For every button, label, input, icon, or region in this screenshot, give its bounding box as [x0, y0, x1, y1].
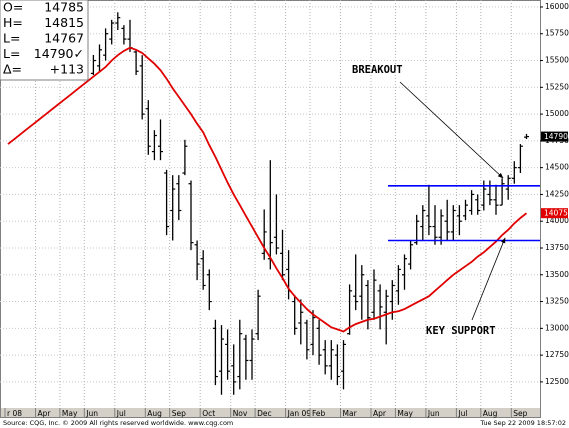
- x-axis-band: [0, 408, 541, 418]
- x-tick-label: Apr: [38, 409, 52, 418]
- x-tick-label: Aug: [147, 409, 162, 418]
- overlay: 14790 14075 BREAKOUT KEY SUPPORT O= 14785 H= 14…: [0, 0, 568, 337]
- info-label: O=: [3, 0, 23, 15]
- y-tick-label: 15000: [545, 109, 569, 118]
- source: Source: CQG, Inc. © 2009 All rights rese…: [3, 419, 233, 427]
- annotation-arrow: [399, 81, 504, 179]
- x-tick-label: r 08: [7, 409, 22, 418]
- info-box: [0, 0, 89, 81]
- y-tick-label: 13250: [545, 297, 569, 306]
- price-badge: [541, 131, 568, 142]
- y-tick-label: 13500: [545, 270, 569, 279]
- y-tick-label: 15500: [545, 56, 569, 65]
- price-badge-label: 14790: [544, 132, 568, 141]
- info-label: L=: [3, 31, 20, 46]
- plot-frame: [0, 0, 541, 418]
- info-value: +113: [50, 62, 84, 77]
- y-tick-label: 15750: [545, 29, 569, 38]
- x-tick-label: Sep: [513, 409, 527, 418]
- price-badge-label: 14075: [544, 209, 568, 218]
- y-tick-label: 15250: [545, 82, 569, 91]
- info-value: 14767: [44, 31, 84, 46]
- x-tick-label: Jun: [427, 409, 440, 418]
- info-value: 14785: [44, 0, 84, 15]
- x-tick-label: Sep: [172, 409, 186, 418]
- y-tick-label: 12500: [545, 377, 569, 386]
- info-value: 14790✓: [34, 46, 84, 61]
- info-label: L=: [3, 46, 20, 61]
- x-tick-label: Apr: [373, 409, 387, 418]
- x-tick-label: Aug: [483, 409, 498, 418]
- y-tick-label: 13750: [545, 243, 569, 252]
- timestamp: Tue Sep 22 2009 18:57:02: [479, 419, 566, 427]
- x-tick-label: Feb: [312, 409, 326, 418]
- y-tick-label: 13000: [545, 323, 569, 332]
- info-label: H=: [3, 15, 23, 30]
- y-tick-label: 14000: [545, 216, 569, 225]
- x-tick-label: Jul: [457, 409, 467, 418]
- info-value: 14815: [44, 15, 84, 30]
- y-tick-label: 14500: [545, 163, 569, 172]
- x-tick-label: Jan 09: [287, 409, 312, 418]
- x-tick-label: Jul: [116, 409, 126, 418]
- moving-average: [7, 46, 528, 333]
- annotation: KEY SUPPORT: [426, 325, 496, 337]
- annotation-arrow: [471, 237, 506, 321]
- x-tick-label: Mar: [343, 409, 358, 418]
- y-tick-label: 14250: [545, 189, 569, 198]
- x-tick-label: Jun: [85, 409, 98, 418]
- grid: 12500 12750 13000 13250 13500 13750 14000 14250…: [0, 0, 569, 418]
- annotation: BREAKOUT: [352, 64, 403, 76]
- y-tick-label: 12750: [545, 350, 569, 359]
- x-tick-label: May: [397, 409, 413, 418]
- y-tick-label: 16000: [545, 2, 569, 11]
- marks: [7, 12, 540, 395]
- x-tick-label: Oct: [202, 409, 215, 418]
- x-tick-label: Nov: [233, 409, 248, 418]
- price-badge: [541, 208, 568, 219]
- info-label: Δ=: [3, 62, 22, 77]
- x-tick-label: May: [62, 409, 78, 418]
- x-tick-label: Dec: [257, 409, 272, 418]
